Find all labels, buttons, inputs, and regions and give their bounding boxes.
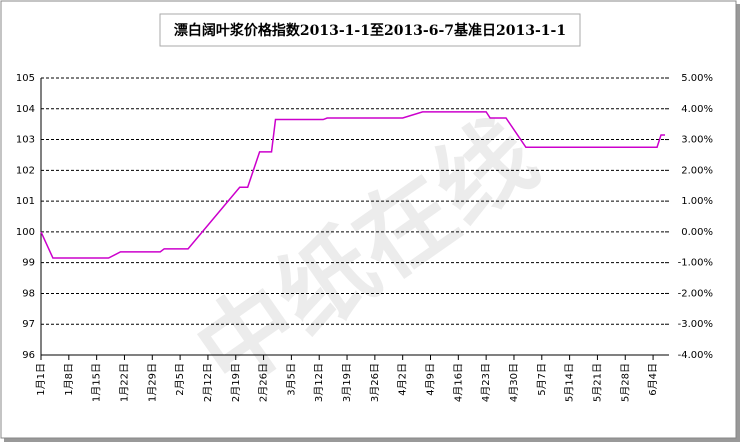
data-line xyxy=(40,111,665,259)
y2-tick-label: -4.00% xyxy=(678,350,713,361)
x-tick-label: 4月30日 xyxy=(508,363,520,402)
x-tick-label: 4月23日 xyxy=(480,363,492,402)
frame xyxy=(0,0,737,439)
y-tick-label: 100 xyxy=(16,227,35,238)
x-tick-label: 4月2日 xyxy=(397,363,409,396)
y2-tick-label: 3.00% xyxy=(681,135,713,146)
y2-tick-label: -2.00% xyxy=(678,288,713,299)
y-tick-label: 104 xyxy=(16,104,35,115)
y2-tick-label: -3.00% xyxy=(678,319,713,330)
y-tick-label: 96 xyxy=(22,350,35,361)
x-tick-label: 1月8日 xyxy=(63,363,75,396)
x-tick-label: 2月12日 xyxy=(202,363,214,402)
y-tick-label: 97 xyxy=(22,319,35,330)
y2-tick-label: 1.00% xyxy=(681,196,713,207)
x-tick-label: 6月4日 xyxy=(647,363,659,396)
y-tick-label: 101 xyxy=(16,196,35,207)
x-tick-label: 2月26日 xyxy=(258,363,270,402)
y-tick-label: 103 xyxy=(16,135,35,146)
x-tick-label: 5月21日 xyxy=(591,363,603,402)
x-tick-label: 4月16日 xyxy=(452,363,464,402)
y2-tick-label: -1.00% xyxy=(678,258,713,269)
chart-title: 漂白阔叶浆价格指数2013-1-1至2013-6-7基准日2013-1-1 xyxy=(174,22,566,39)
y2-tick-label: 0.00% xyxy=(681,227,713,238)
y-tick-label: 102 xyxy=(16,165,35,176)
y2-tick-label: 2.00% xyxy=(681,165,713,176)
x-tick-label: 2月5日 xyxy=(174,363,186,396)
x-tick-label: 1月29日 xyxy=(146,363,158,402)
x-tick-label: 3月19日 xyxy=(341,363,353,402)
x-tick-label: 5月28日 xyxy=(619,363,631,402)
x-tick-label: 5月7日 xyxy=(536,363,548,396)
x-tick-label: 3月12日 xyxy=(313,363,325,402)
x-tick-label: 1月1日 xyxy=(35,363,47,396)
x-tick-label: 2月19日 xyxy=(230,363,242,402)
y2-tick-label: 4.00% xyxy=(681,104,713,115)
y-tick-label: 99 xyxy=(22,258,35,269)
y-tick-label: 98 xyxy=(22,288,35,299)
y-tick-label: 105 xyxy=(16,73,35,84)
y2-tick-label: 5.00% xyxy=(681,73,713,84)
x-tick-label: 3月5日 xyxy=(285,363,297,396)
x-tick-label: 1月22日 xyxy=(118,363,130,402)
x-tick-label: 1月15日 xyxy=(91,363,103,402)
title-box xyxy=(159,13,581,47)
x-tick-label: 3月26日 xyxy=(369,363,381,402)
x-tick-label: 5月14日 xyxy=(564,363,576,402)
x-tick-label: 4月9日 xyxy=(425,363,437,396)
